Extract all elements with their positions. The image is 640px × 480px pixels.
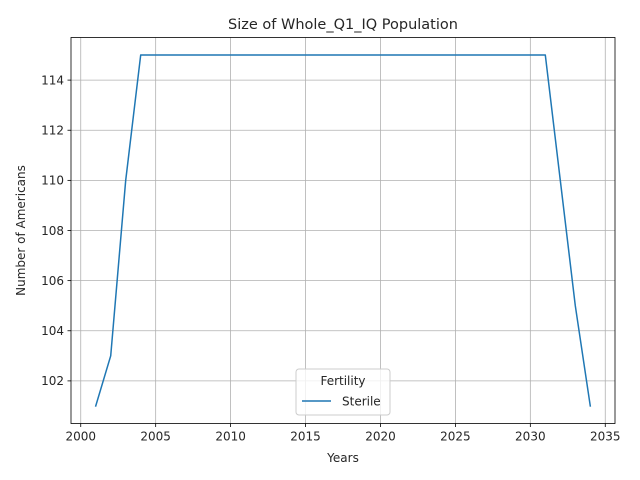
y-tick-label: 114 [41,73,64,87]
legend: Fertility Sterile [295,368,391,416]
y-tick-label: 108 [41,224,64,238]
x-tick-label: 2030 [515,430,546,444]
y-tick-label: 112 [41,124,64,138]
x-tick-label: 2015 [290,430,321,444]
x-tick-label: 2020 [365,430,396,444]
y-tick-label: 110 [41,174,64,188]
x-axis: 2000 2005 2010 2015 2020 2025 2030 2035 [65,423,621,444]
x-tick-label: 2025 [440,430,471,444]
x-tick-label: 2010 [215,430,246,444]
chart-title: Size of Whole_Q1_IQ Population [228,17,458,33]
grid-lines [71,37,615,424]
x-tick-label: 2035 [590,430,621,444]
x-axis-label: Years [326,451,359,465]
y-axis: 102 104 106 108 110 112 114 [41,73,71,388]
legend-box [295,368,391,416]
x-tick-label: 2005 [140,430,171,444]
y-tick-label: 102 [41,374,64,388]
y-axis-label: Number of Americans [14,165,28,296]
y-tick-label: 106 [41,274,64,288]
y-tick-label: 104 [41,324,64,338]
legend-label-sterile: Sterile [342,395,381,409]
series-layer [94,54,592,407]
series-line-sterile [94,54,592,407]
legend-title: Fertility [320,374,365,388]
x-tick-label: 2000 [65,430,96,444]
